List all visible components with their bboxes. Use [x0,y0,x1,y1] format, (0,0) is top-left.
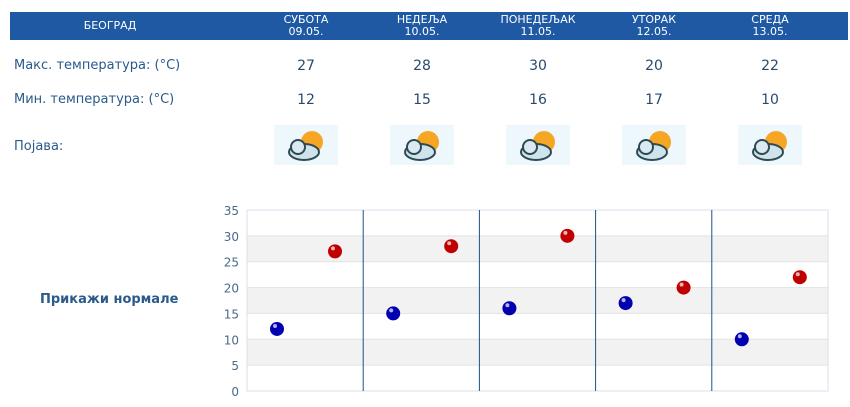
min-temp-point [502,301,517,316]
phenomenon-label: Појава: [14,139,64,154]
day-name: ПОНЕДЕЉАК [500,13,576,26]
day-date: 09.05. [288,25,324,38]
max-temp-label: Макс. температура: (°C) [14,58,181,73]
point-highlight [389,308,394,313]
max-temp-point [444,239,459,254]
plot-frame [246,209,829,392]
grid-band [247,235,828,262]
min-temp-value: 12 [297,92,315,108]
city-name: БЕОГРАД [83,19,137,32]
max-temp-value: 30 [529,58,547,74]
point-highlight [795,272,800,277]
y-tick-label: 25 [224,256,239,270]
sun-cloud-icon [390,125,454,165]
day-name: СРЕДА [751,13,789,26]
max-temp-value: 22 [761,58,779,74]
grid-band [247,287,828,314]
max-temp-point [560,228,575,243]
show-normals-link[interactable]: Прикажи нормале [40,292,179,307]
day-header: УТОРАК 12.05. [596,14,712,38]
y-tick-label: 15 [224,307,239,321]
day-header: НЕДЕЉА 10.05. [364,14,480,38]
min-temp-value: 15 [413,92,431,108]
forecast-header: БЕОГРАД СУБОТА 09.05. НЕДЕЉА 10.05. ПОНЕДЕЉА… [10,12,848,40]
max-temp-value: 27 [297,58,315,74]
min-temp-value: 10 [761,92,779,108]
day-name: СУБОТА [283,13,329,26]
min-temp-label: Мин. температура: (°C) [14,92,175,107]
min-temp-point [618,296,633,311]
grid-band [247,339,828,366]
max-temp-value: 28 [413,58,431,74]
max-temp-point [328,244,342,259]
min-temp-point [270,321,284,336]
cloud-rain-sun-icon [622,125,686,165]
min-temp-point [386,306,401,321]
point-highlight [447,241,452,246]
point-highlight [331,246,335,251]
day-name: НЕДЕЉА [396,13,448,26]
point-highlight [621,298,626,303]
y-tick-label: 30 [224,230,239,244]
day-date: 10.05. [404,25,440,38]
min-temp-value: 17 [645,92,663,108]
point-highlight [679,282,684,287]
point-highlight [563,230,568,235]
point-highlight [273,323,277,328]
day-header: ПОНЕДЕЉАК 11.05. [480,14,596,38]
min-temp-point [734,332,749,347]
day-header: СРЕДА 13.05. [712,14,828,38]
max-temp-point [676,280,691,295]
min-temp-value: 16 [529,92,547,108]
sun-cloud-icon [274,125,338,165]
cloudy-sun-icon [738,125,802,165]
y-tick-label: 0 [231,385,239,399]
y-tick-label: 5 [231,359,239,373]
point-highlight [505,303,510,308]
day-name: УТОРАК [631,13,677,26]
y-tick-label: 20 [224,282,239,296]
max-temp-point [792,270,807,285]
day-header: СУБОТА 09.05. [248,14,364,38]
day-date: 13.05. [752,25,788,38]
day-date: 11.05. [520,25,556,38]
y-tick-label: 10 [224,333,239,347]
day-date: 12.05. [636,25,672,38]
y-tick-label: 35 [224,204,239,218]
cloudy-sun-icon [506,125,570,165]
point-highlight [737,334,742,339]
max-temp-value: 20 [645,58,663,74]
